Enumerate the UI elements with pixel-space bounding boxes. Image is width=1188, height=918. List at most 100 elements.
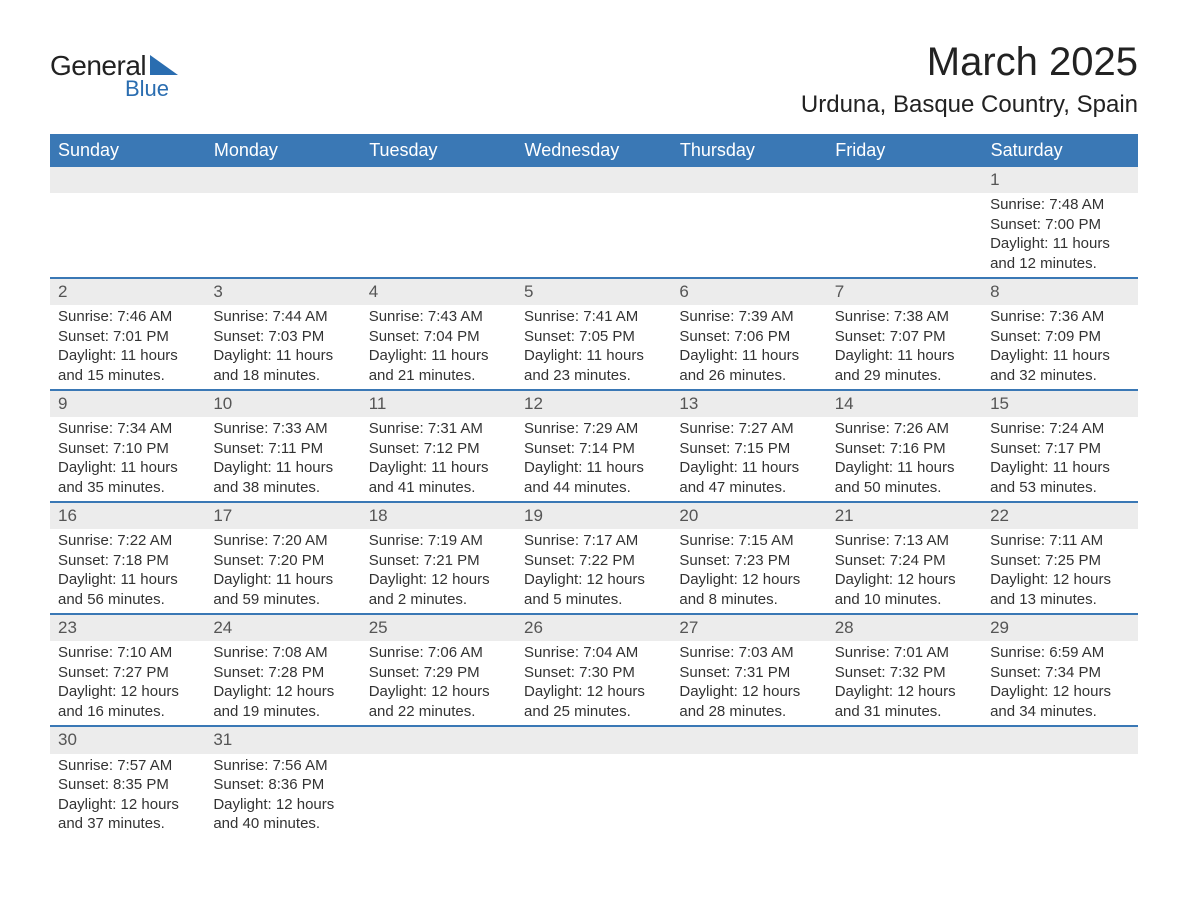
day-number-cell — [361, 167, 516, 193]
day-sunrise: Sunrise: 7:46 AM — [58, 307, 197, 327]
weekday-header: Wednesday — [516, 134, 671, 167]
day-sunset: Sunset: 7:03 PM — [213, 327, 352, 347]
day-sunset: Sunset: 7:16 PM — [835, 439, 974, 459]
weekday-header-row: Sunday Monday Tuesday Wednesday Thursday… — [50, 134, 1138, 167]
day-data-cell — [50, 193, 205, 278]
day-sunrise: Sunrise: 7:04 AM — [524, 643, 663, 663]
day-sunset: Sunset: 7:23 PM — [679, 551, 818, 571]
day-number-cell: 25 — [361, 614, 516, 641]
day-number: 5 — [524, 282, 533, 301]
day-daylight2: and 40 minutes. — [213, 814, 352, 834]
day-number-cell: 19 — [516, 502, 671, 529]
day-sunset: Sunset: 7:07 PM — [835, 327, 974, 347]
day-number: 2 — [58, 282, 67, 301]
day-number-cell: 20 — [671, 502, 826, 529]
day-number-cell: 11 — [361, 390, 516, 417]
day-number: 14 — [835, 394, 854, 413]
day-number-cell — [516, 726, 671, 753]
day-sunset: Sunset: 7:01 PM — [58, 327, 197, 347]
day-number-cell: 15 — [982, 390, 1137, 417]
day-number-row: 23242526272829 — [50, 614, 1138, 641]
day-number-cell — [827, 726, 982, 753]
day-sunrise: Sunrise: 7:11 AM — [990, 531, 1129, 551]
day-data-cell — [361, 193, 516, 278]
day-data-row: Sunrise: 7:48 AMSunset: 7:00 PMDaylight:… — [50, 193, 1138, 278]
day-number-cell — [982, 726, 1137, 753]
day-daylight2: and 35 minutes. — [58, 478, 197, 498]
day-number-cell: 21 — [827, 502, 982, 529]
day-daylight1: Daylight: 11 hours — [524, 346, 663, 366]
day-data-cell: Sunrise: 7:27 AMSunset: 7:15 PMDaylight:… — [671, 417, 826, 502]
day-data-cell: Sunrise: 7:20 AMSunset: 7:20 PMDaylight:… — [205, 529, 360, 614]
day-sunrise: Sunrise: 7:41 AM — [524, 307, 663, 327]
day-sunset: Sunset: 7:11 PM — [213, 439, 352, 459]
day-number: 10 — [213, 394, 232, 413]
day-data-cell: Sunrise: 7:33 AMSunset: 7:11 PMDaylight:… — [205, 417, 360, 502]
day-daylight2: and 16 minutes. — [58, 702, 197, 722]
day-number: 30 — [58, 730, 77, 749]
day-data-cell: Sunrise: 7:57 AMSunset: 8:35 PMDaylight:… — [50, 754, 205, 838]
day-daylight1: Daylight: 11 hours — [213, 458, 352, 478]
title-block: March 2025 Urduna, Basque Country, Spain — [801, 40, 1138, 119]
day-data-cell — [361, 754, 516, 838]
day-daylight2: and 10 minutes. — [835, 590, 974, 610]
day-data-cell: Sunrise: 7:29 AMSunset: 7:14 PMDaylight:… — [516, 417, 671, 502]
day-daylight1: Daylight: 11 hours — [990, 234, 1129, 254]
day-data-cell: Sunrise: 7:39 AMSunset: 7:06 PMDaylight:… — [671, 305, 826, 390]
day-data-cell: Sunrise: 7:46 AMSunset: 7:01 PMDaylight:… — [50, 305, 205, 390]
day-number-cell: 10 — [205, 390, 360, 417]
day-sunset: Sunset: 7:05 PM — [524, 327, 663, 347]
day-daylight2: and 38 minutes. — [213, 478, 352, 498]
day-sunset: Sunset: 7:09 PM — [990, 327, 1129, 347]
day-sunset: Sunset: 7:34 PM — [990, 663, 1129, 683]
day-number: 25 — [369, 618, 388, 637]
day-number: 8 — [990, 282, 999, 301]
day-daylight1: Daylight: 12 hours — [369, 570, 508, 590]
day-sunset: Sunset: 7:18 PM — [58, 551, 197, 571]
day-daylight1: Daylight: 12 hours — [369, 682, 508, 702]
day-number-cell: 30 — [50, 726, 205, 753]
day-daylight2: and 23 minutes. — [524, 366, 663, 386]
day-sunrise: Sunrise: 7:01 AM — [835, 643, 974, 663]
day-sunrise: Sunrise: 7:13 AM — [835, 531, 974, 551]
day-number-cell — [361, 726, 516, 753]
day-sunrise: Sunrise: 7:10 AM — [58, 643, 197, 663]
day-sunrise: Sunrise: 7:44 AM — [213, 307, 352, 327]
day-number: 20 — [679, 506, 698, 525]
day-data-cell: Sunrise: 7:34 AMSunset: 7:10 PMDaylight:… — [50, 417, 205, 502]
day-number-cell: 5 — [516, 278, 671, 305]
logo-text-secondary: Blue — [125, 76, 178, 102]
day-sunrise: Sunrise: 7:43 AM — [369, 307, 508, 327]
day-data-cell: Sunrise: 7:24 AMSunset: 7:17 PMDaylight:… — [982, 417, 1137, 502]
day-number-cell: 7 — [827, 278, 982, 305]
day-number-cell — [827, 167, 982, 193]
day-sunset: Sunset: 7:32 PM — [835, 663, 974, 683]
day-number-cell: 3 — [205, 278, 360, 305]
day-daylight2: and 41 minutes. — [369, 478, 508, 498]
day-daylight1: Daylight: 12 hours — [990, 570, 1129, 590]
day-sunset: Sunset: 7:22 PM — [524, 551, 663, 571]
day-number: 9 — [58, 394, 67, 413]
day-daylight1: Daylight: 12 hours — [679, 570, 818, 590]
day-data-row: Sunrise: 7:10 AMSunset: 7:27 PMDaylight:… — [50, 641, 1138, 726]
day-data-cell: Sunrise: 7:10 AMSunset: 7:27 PMDaylight:… — [50, 641, 205, 726]
day-sunset: Sunset: 8:35 PM — [58, 775, 197, 795]
day-data-cell: Sunrise: 7:44 AMSunset: 7:03 PMDaylight:… — [205, 305, 360, 390]
day-number: 23 — [58, 618, 77, 637]
day-data-row: Sunrise: 7:57 AMSunset: 8:35 PMDaylight:… — [50, 754, 1138, 838]
day-number-cell: 14 — [827, 390, 982, 417]
day-daylight2: and 29 minutes. — [835, 366, 974, 386]
day-sunset: Sunset: 7:10 PM — [58, 439, 197, 459]
day-number: 6 — [679, 282, 688, 301]
day-sunset: Sunset: 7:06 PM — [679, 327, 818, 347]
day-data-cell: Sunrise: 7:01 AMSunset: 7:32 PMDaylight:… — [827, 641, 982, 726]
day-data-cell: Sunrise: 7:22 AMSunset: 7:18 PMDaylight:… — [50, 529, 205, 614]
day-sunset: Sunset: 7:30 PM — [524, 663, 663, 683]
location-title: Urduna, Basque Country, Spain — [801, 91, 1138, 119]
day-daylight1: Daylight: 12 hours — [524, 570, 663, 590]
day-number-row: 1 — [50, 167, 1138, 193]
day-number: 29 — [990, 618, 1009, 637]
day-data-row: Sunrise: 7:34 AMSunset: 7:10 PMDaylight:… — [50, 417, 1138, 502]
day-daylight1: Daylight: 11 hours — [679, 346, 818, 366]
day-data-cell: Sunrise: 7:19 AMSunset: 7:21 PMDaylight:… — [361, 529, 516, 614]
